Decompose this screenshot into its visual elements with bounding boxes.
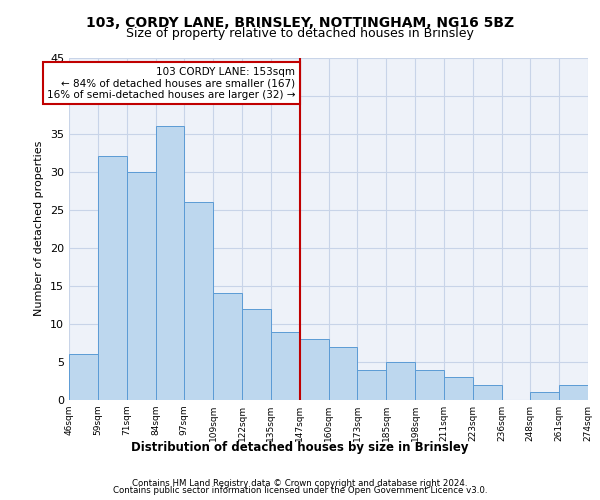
Bar (530, 392, 559, 400)
Bar (155, 126, 184, 400)
Bar (242, 308, 271, 400)
Bar (184, 202, 213, 400)
Bar (444, 377, 473, 400)
Bar (271, 332, 299, 400)
Bar (329, 346, 358, 400)
Bar (358, 370, 386, 400)
Text: 103 CORDY LANE: 153sqm
← 84% of detached houses are smaller (167)
16% of semi-de: 103 CORDY LANE: 153sqm ← 84% of detached… (47, 66, 295, 100)
Bar (299, 339, 329, 400)
Bar (127, 172, 155, 400)
Bar (98, 156, 127, 400)
Text: Contains HM Land Registry data © Crown copyright and database right 2024.: Contains HM Land Registry data © Crown c… (132, 478, 468, 488)
Text: Distribution of detached houses by size in Brinsley: Distribution of detached houses by size … (131, 441, 469, 454)
Bar (473, 385, 502, 400)
Bar (213, 294, 242, 400)
Bar (69, 354, 98, 400)
Text: 103, CORDY LANE, BRINSLEY, NOTTINGHAM, NG16 5BZ: 103, CORDY LANE, BRINSLEY, NOTTINGHAM, N… (86, 16, 514, 30)
Text: Size of property relative to detached houses in Brinsley: Size of property relative to detached ho… (126, 28, 474, 40)
Bar (415, 370, 444, 400)
Bar (559, 385, 588, 400)
Y-axis label: Number of detached properties: Number of detached properties (34, 141, 44, 316)
Text: Contains public sector information licensed under the Open Government Licence v3: Contains public sector information licen… (113, 486, 487, 495)
Bar (386, 362, 415, 400)
